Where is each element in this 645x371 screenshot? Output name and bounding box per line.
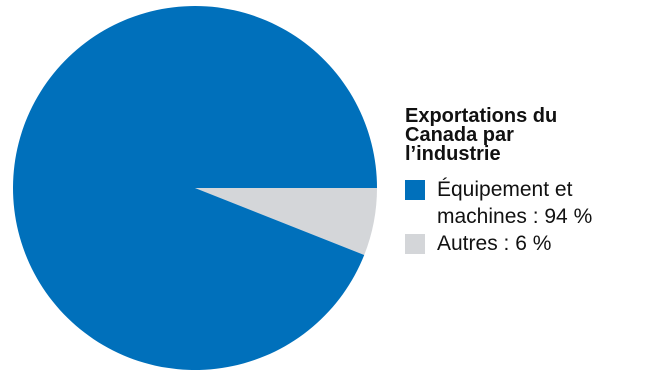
legend: Exportations du Canada par l’industrie É… xyxy=(405,105,641,257)
legend-label-autres: Autres : 6 % xyxy=(437,232,552,255)
pie-chart xyxy=(12,6,377,371)
legend-item-equipement: Équipement et machines : 94 % xyxy=(405,176,641,230)
legend-swatch-autres xyxy=(405,234,425,254)
pie-slice-equipement xyxy=(12,6,377,371)
pie-slice-autres xyxy=(195,188,377,255)
legend-swatch-equipement xyxy=(405,180,425,200)
legend-item-autres: Autres : 6 % xyxy=(405,230,641,257)
legend-title: Exportations du Canada par l’industrie xyxy=(405,105,558,165)
legend-label-equipement: Équipement et machines : 94 % xyxy=(437,178,593,228)
